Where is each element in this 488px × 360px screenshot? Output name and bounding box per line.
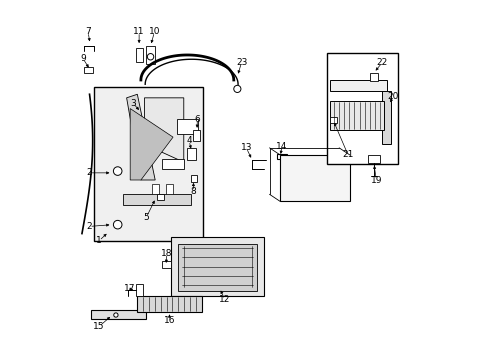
Polygon shape <box>146 46 155 64</box>
FancyBboxPatch shape <box>94 87 203 241</box>
Text: 19: 19 <box>370 176 381 185</box>
Polygon shape <box>123 194 190 205</box>
Circle shape <box>113 220 122 229</box>
Polygon shape <box>162 261 171 267</box>
Polygon shape <box>151 184 159 194</box>
Text: 2: 2 <box>86 222 92 231</box>
Polygon shape <box>381 91 390 144</box>
Text: 8: 8 <box>190 187 196 196</box>
Polygon shape <box>157 194 164 200</box>
Text: 18: 18 <box>161 249 172 258</box>
Polygon shape <box>135 284 142 296</box>
Text: 21: 21 <box>342 150 353 159</box>
Text: 12: 12 <box>219 295 230 304</box>
Polygon shape <box>176 119 198 134</box>
Polygon shape <box>130 109 173 180</box>
Text: 3: 3 <box>130 99 136 108</box>
Text: 9: 9 <box>80 54 86 63</box>
Polygon shape <box>144 98 183 162</box>
Circle shape <box>147 54 153 60</box>
Text: 5: 5 <box>143 213 149 222</box>
Circle shape <box>113 167 122 175</box>
Polygon shape <box>190 175 197 182</box>
Text: 11: 11 <box>133 27 144 36</box>
Polygon shape <box>178 244 257 291</box>
FancyBboxPatch shape <box>326 53 397 164</box>
Text: 22: 22 <box>376 58 387 67</box>
Circle shape <box>189 154 195 159</box>
Polygon shape <box>126 94 155 180</box>
Polygon shape <box>135 48 142 62</box>
Polygon shape <box>280 155 349 202</box>
Circle shape <box>114 313 118 317</box>
Polygon shape <box>165 184 173 194</box>
Polygon shape <box>369 73 378 81</box>
Polygon shape <box>137 296 201 312</box>
Polygon shape <box>91 310 146 319</box>
Polygon shape <box>162 158 183 169</box>
Text: 16: 16 <box>163 315 175 324</box>
Text: 13: 13 <box>240 143 251 152</box>
Text: 1: 1 <box>96 236 102 245</box>
Polygon shape <box>367 155 380 163</box>
Polygon shape <box>329 117 337 123</box>
Text: 15: 15 <box>93 322 104 331</box>
Polygon shape <box>276 154 287 159</box>
Polygon shape <box>84 67 93 73</box>
Polygon shape <box>186 148 196 160</box>
Text: 4: 4 <box>186 136 192 145</box>
Polygon shape <box>171 237 264 296</box>
Text: 14: 14 <box>276 141 287 150</box>
Text: 20: 20 <box>386 91 398 100</box>
Text: 10: 10 <box>148 27 160 36</box>
Circle shape <box>233 85 241 93</box>
Polygon shape <box>192 130 200 141</box>
Text: 6: 6 <box>194 115 200 124</box>
Text: 7: 7 <box>85 27 91 36</box>
Polygon shape <box>329 80 386 91</box>
Polygon shape <box>329 102 383 130</box>
Text: 23: 23 <box>236 58 247 67</box>
Text: 2: 2 <box>86 168 92 177</box>
Text: 17: 17 <box>123 284 135 293</box>
